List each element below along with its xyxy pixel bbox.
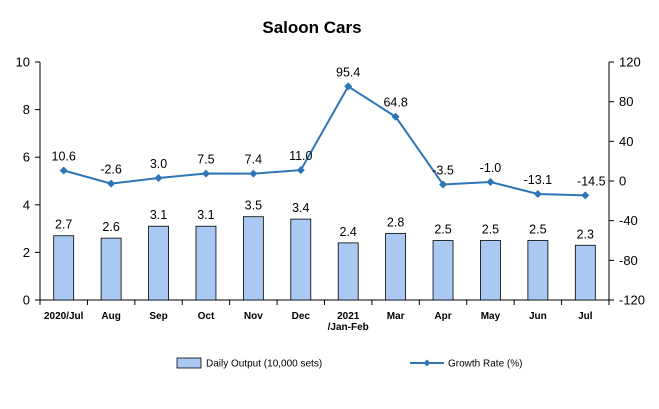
x-tick-label: Apr	[434, 311, 451, 322]
x-tick-label: Sep	[149, 311, 167, 322]
bar	[290, 218, 312, 301]
y-left-tick-label: 0	[23, 293, 30, 308]
bar-value-label: 2.3	[577, 227, 594, 241]
line-point	[439, 180, 448, 189]
data-labels: 2.7 2.6 3.1 3.1 3.5 3.4 2.4 2.8 2.5 2.5 2.5 2.3 10.6…	[52, 65, 606, 241]
bar-value-label: 3.5	[245, 199, 262, 213]
x-tick-label: 2021	[337, 311, 360, 322]
x-tick-label: 2020/Jul	[44, 311, 84, 322]
line-point	[201, 169, 210, 178]
bar	[574, 244, 596, 301]
line-value-label: -14.5	[577, 174, 606, 188]
line-point	[581, 191, 590, 200]
bar-value-label: 2.5	[482, 223, 499, 237]
line-point	[59, 166, 68, 175]
line-value-label: 64.8	[383, 96, 407, 110]
line-value-label: 95.4	[336, 65, 360, 79]
y-right-tick-label: 40	[619, 134, 633, 149]
y-left-tick-label: 2	[23, 245, 30, 260]
line-point	[296, 166, 305, 175]
bar	[480, 240, 501, 301]
bar	[195, 225, 217, 301]
x-tick-label: Jul	[578, 311, 593, 322]
y-left-tick-label: 8	[23, 102, 30, 117]
bar-value-label: 3.1	[197, 208, 214, 222]
y-left-tick-label: 6	[23, 150, 30, 165]
legend-line-label: Growth Rate (%)	[448, 359, 522, 370]
line-value-label: 10.6	[52, 149, 76, 163]
bar	[527, 240, 549, 301]
chart-title: Saloon Cars	[262, 18, 361, 37]
line-point	[249, 169, 258, 178]
bar-value-label: 3.1	[150, 208, 167, 222]
y-right-tick-label: -40	[619, 213, 638, 228]
bar	[100, 237, 122, 301]
line-value-label: -2.6	[100, 163, 122, 177]
y-right-tick-label: -80	[619, 253, 638, 268]
bar-value-label: 2.8	[387, 215, 404, 229]
x-tick-label: Jun	[529, 311, 547, 322]
y-right-tick-label: 120	[619, 55, 641, 70]
y-right-tick-label: 0	[619, 174, 626, 189]
line-value-label: 3.0	[150, 157, 167, 171]
bar	[242, 216, 264, 301]
bar-value-label: 2.5	[529, 223, 546, 237]
x-tick-label: Aug	[101, 311, 120, 322]
growth-rate-line	[63, 84, 586, 197]
bar	[337, 242, 359, 301]
line-value-label: -1.0	[480, 161, 502, 175]
x-tick-label: May	[481, 311, 501, 322]
bar-value-label: 2.4	[340, 225, 357, 239]
y-left-tick-label: 10	[16, 55, 30, 70]
bar-value-label: 2.5	[434, 223, 451, 237]
bar	[432, 240, 454, 301]
legend-bar-swatch	[176, 357, 202, 369]
y-left-tick-label: 4	[23, 197, 30, 212]
line-value-label: 7.5	[197, 153, 214, 167]
line-point	[107, 179, 116, 188]
y-right-tick-label: -120	[619, 293, 645, 308]
line-point	[154, 174, 163, 183]
bar	[53, 235, 75, 301]
x-tick-label: Dec	[292, 311, 311, 322]
bar-series	[53, 216, 596, 301]
line-point	[533, 189, 542, 198]
bar-value-label: 2.6	[102, 220, 119, 234]
line-point	[391, 112, 400, 121]
line-value-label: -3.5	[432, 163, 454, 177]
axes: 0 2 4 6 8 10 -120 -80 -40 0 40 80 120 2020/Jul Aug Sep O…	[16, 55, 646, 334]
x-tick-label: Mar	[387, 311, 405, 322]
line-point	[344, 82, 353, 91]
legend: Daily Output (10,000 sets) Growth Rate (%…	[176, 357, 522, 370]
legend-bar-label: Daily Output (10,000 sets)	[206, 359, 322, 370]
bar	[148, 225, 169, 301]
y-right-tick-label: 80	[619, 94, 633, 109]
x-tick-label: Oct	[198, 311, 215, 322]
x-tick-label: Nov	[244, 311, 263, 322]
bar	[385, 232, 407, 301]
line-value-label: 11.0	[289, 149, 312, 163]
line-value-label: 7.4	[245, 153, 262, 167]
legend-line-marker	[423, 359, 431, 367]
line-point	[486, 177, 495, 186]
x-tick-label: /Jan-Feb	[328, 322, 369, 333]
bar-value-label: 3.4	[292, 201, 309, 215]
bar-value-label: 2.7	[55, 218, 72, 232]
line-value-label: -13.1	[524, 173, 553, 187]
line-series	[59, 82, 590, 200]
